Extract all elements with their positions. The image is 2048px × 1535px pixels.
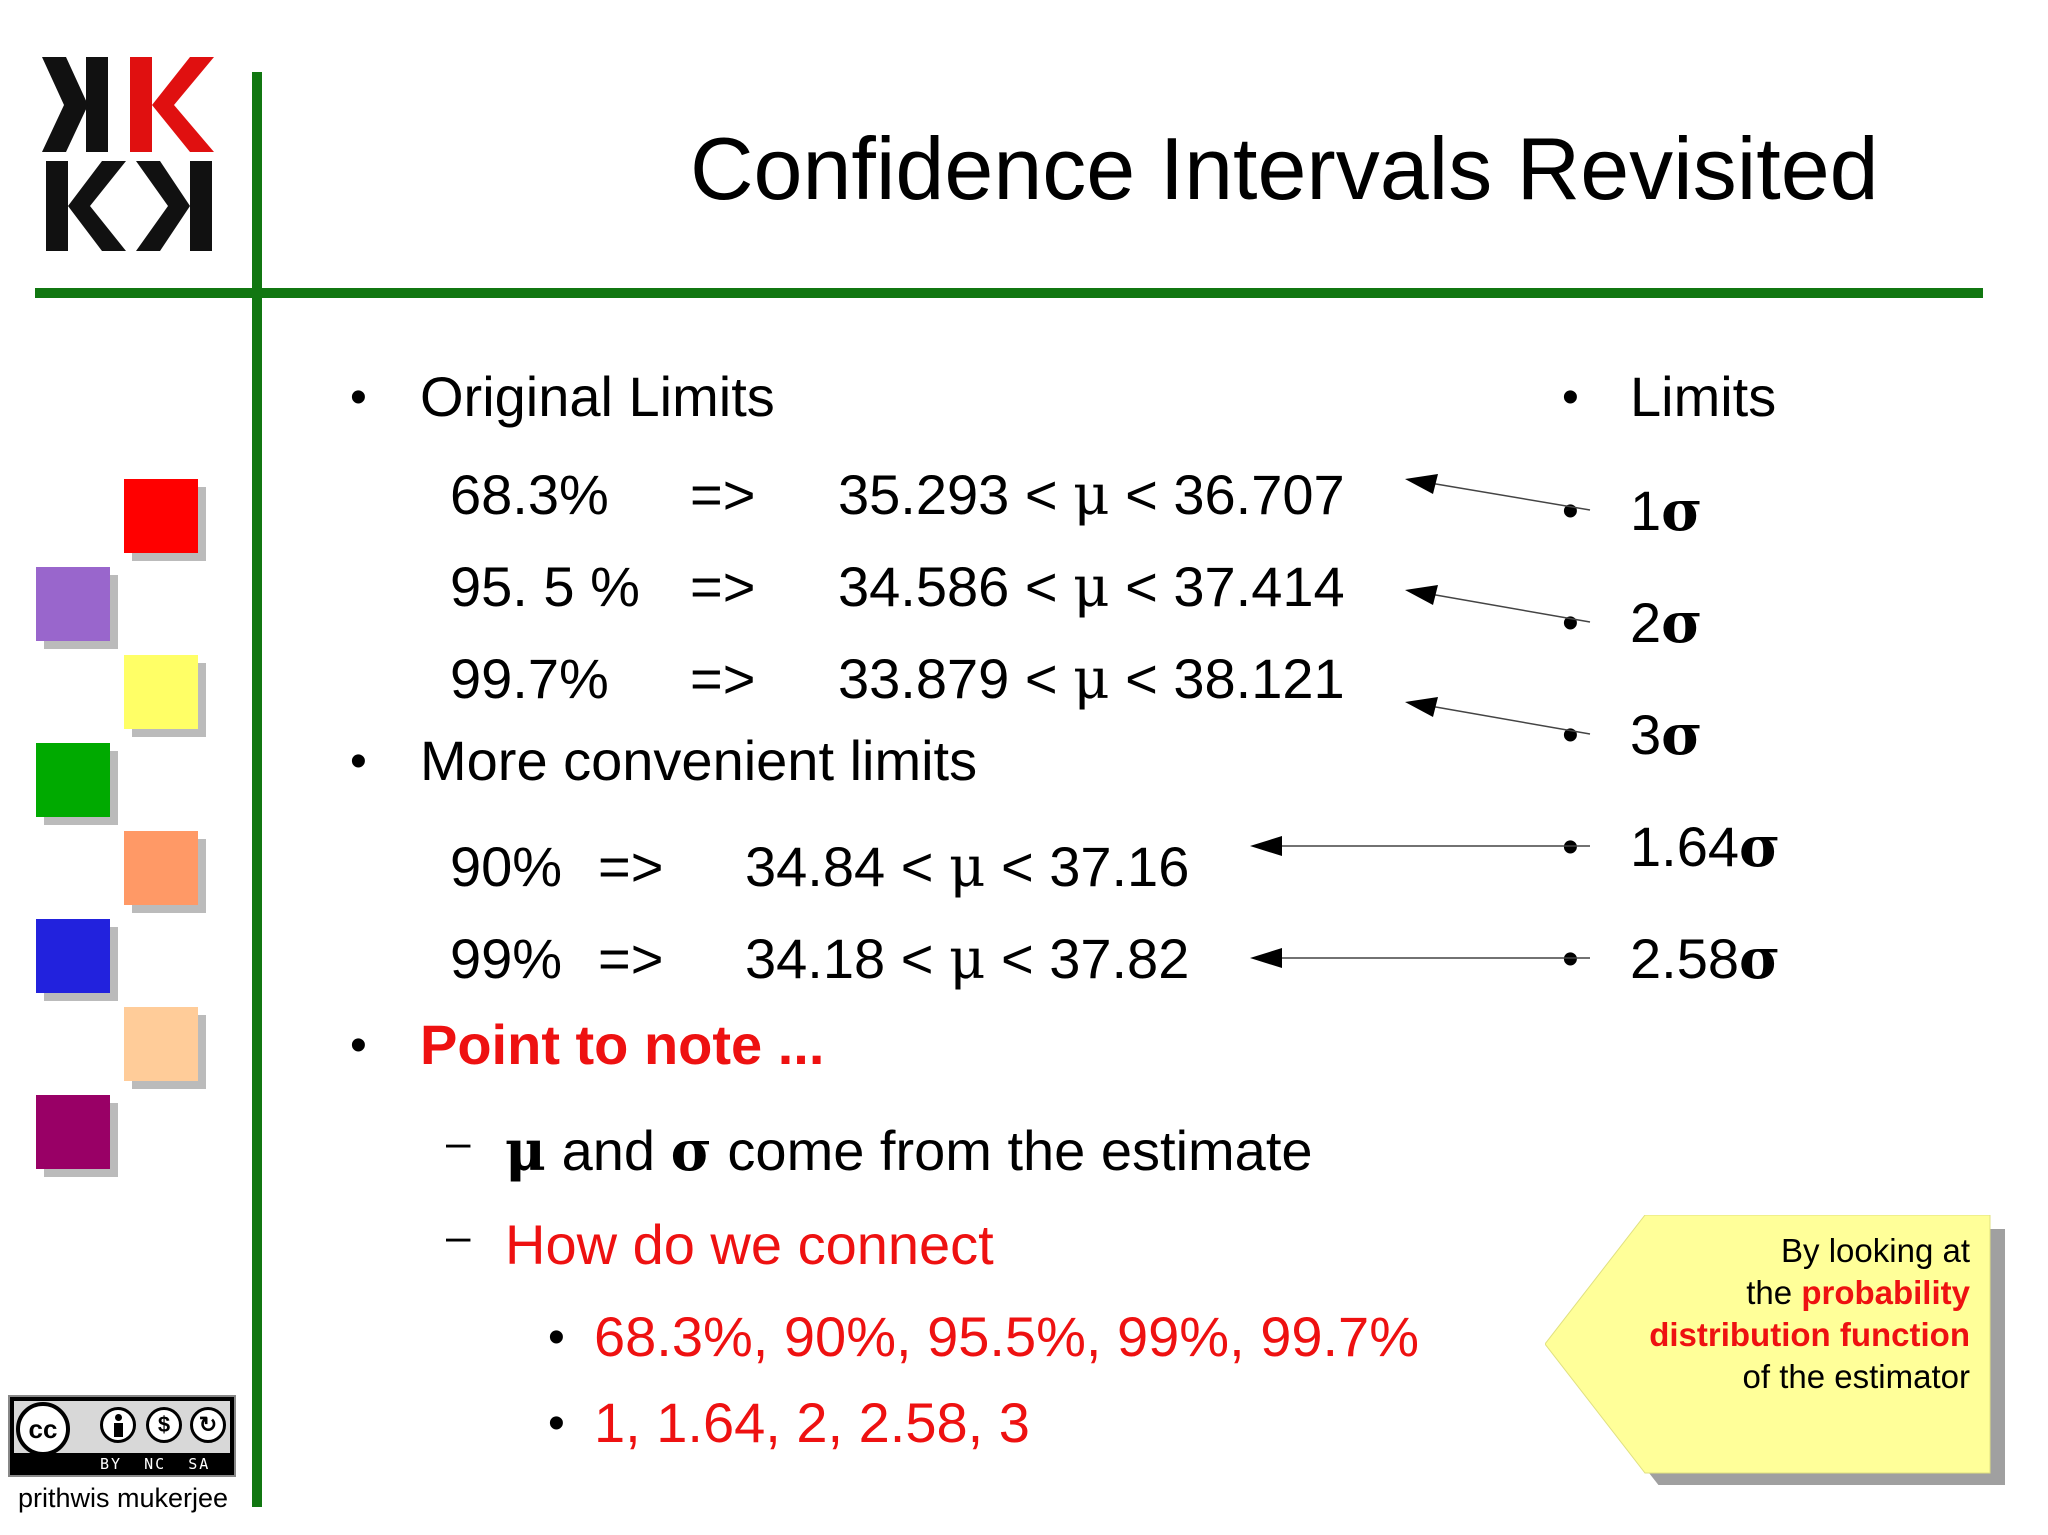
arrow-text: =>: [598, 927, 664, 990]
bullet-dot: •: [1562, 821, 1579, 874]
sigma-3: 3σ: [1630, 702, 1703, 768]
limit-row: 99.7%: [450, 647, 609, 710]
blue-square: [36, 919, 110, 993]
sigma-1: 1σ: [1630, 478, 1703, 544]
sigma-2-58: 2.58σ: [1630, 926, 1781, 992]
limit-row: 68.3%: [450, 463, 609, 526]
maroon-square: [36, 1095, 110, 1169]
sigma-2: 2σ: [1630, 590, 1703, 656]
bullet-dot: •: [1562, 485, 1579, 538]
arrow-text: =>: [690, 647, 756, 710]
limit-row: 90%: [450, 835, 563, 898]
bullet-dot: •: [1562, 933, 1579, 986]
bullet-dot: •: [350, 735, 367, 788]
interval-text: 34.18 < μ < 37.82: [745, 927, 1190, 992]
bullet-dot: •: [1562, 371, 1579, 424]
interval-text: 33.879 < μ < 38.121: [838, 647, 1345, 712]
bullet-dot: •: [350, 371, 367, 424]
orange-square: [124, 831, 198, 905]
license-terms: BY NC SA: [100, 1455, 211, 1473]
limit-row: 95. 5 %: [450, 555, 640, 618]
bullet-dot: •: [350, 1019, 367, 1072]
point-to-note: Point to note ...: [420, 1013, 825, 1076]
callout-shape: [1545, 1215, 2005, 1485]
horizontal-rule: [35, 288, 1983, 298]
dash-marker: –: [446, 1118, 471, 1167]
sigma-list: 1, 1.64, 2, 2.58, 3: [594, 1391, 1030, 1454]
green-square: [36, 743, 110, 817]
bullet-dot: •: [1562, 597, 1579, 650]
interval-text: 34.586 < μ < 37.414: [838, 555, 1345, 620]
bullet-dot: •: [548, 1311, 565, 1364]
purple-square: [36, 567, 110, 641]
red-square: [124, 479, 198, 553]
yellow-square: [124, 655, 198, 729]
arrow-text: =>: [690, 463, 756, 526]
limit-row: 99%: [450, 927, 563, 990]
convenient-limits-heading: More convenient limits: [420, 729, 978, 792]
arrow-text: =>: [598, 835, 664, 898]
author-footer: prithwis mukerjee: [18, 1483, 229, 1513]
interval-text: 35.293 < μ < 36.707: [838, 463, 1345, 528]
percent-list: 68.3%, 90%, 95.5%, 99%, 99.7%: [594, 1305, 1419, 1368]
original-limits-heading: Original Limits: [420, 365, 775, 428]
dash-marker: –: [446, 1212, 471, 1261]
bullet-dot: •: [548, 1397, 565, 1450]
cc-license-badge: cc $ ↻ BY NC SA: [8, 1395, 236, 1477]
sigma-1-64: 1.64σ: [1630, 814, 1781, 880]
sub-bullet-connect: How do we connect: [505, 1213, 994, 1276]
by-icon: [100, 1407, 136, 1443]
logo: [42, 57, 214, 251]
page-title: Confidence Intervals Revisited: [690, 119, 1879, 218]
bullet-dot: •: [1562, 709, 1579, 762]
sa-icon: ↻: [190, 1407, 226, 1443]
peach-square: [124, 1007, 198, 1081]
limits-heading: Limits: [1630, 365, 1777, 428]
arrow-text: =>: [690, 555, 756, 618]
sub-bullet-estimate: μ and σ come from the estimate: [505, 1118, 1313, 1184]
cc-icon: cc: [16, 1402, 70, 1456]
interval-text: 34.84 < μ < 37.16: [745, 835, 1190, 900]
nc-icon: $: [146, 1407, 182, 1443]
vertical-rule: [252, 72, 262, 1507]
callout-note: By looking at the probability distributi…: [1649, 1232, 1970, 1395]
